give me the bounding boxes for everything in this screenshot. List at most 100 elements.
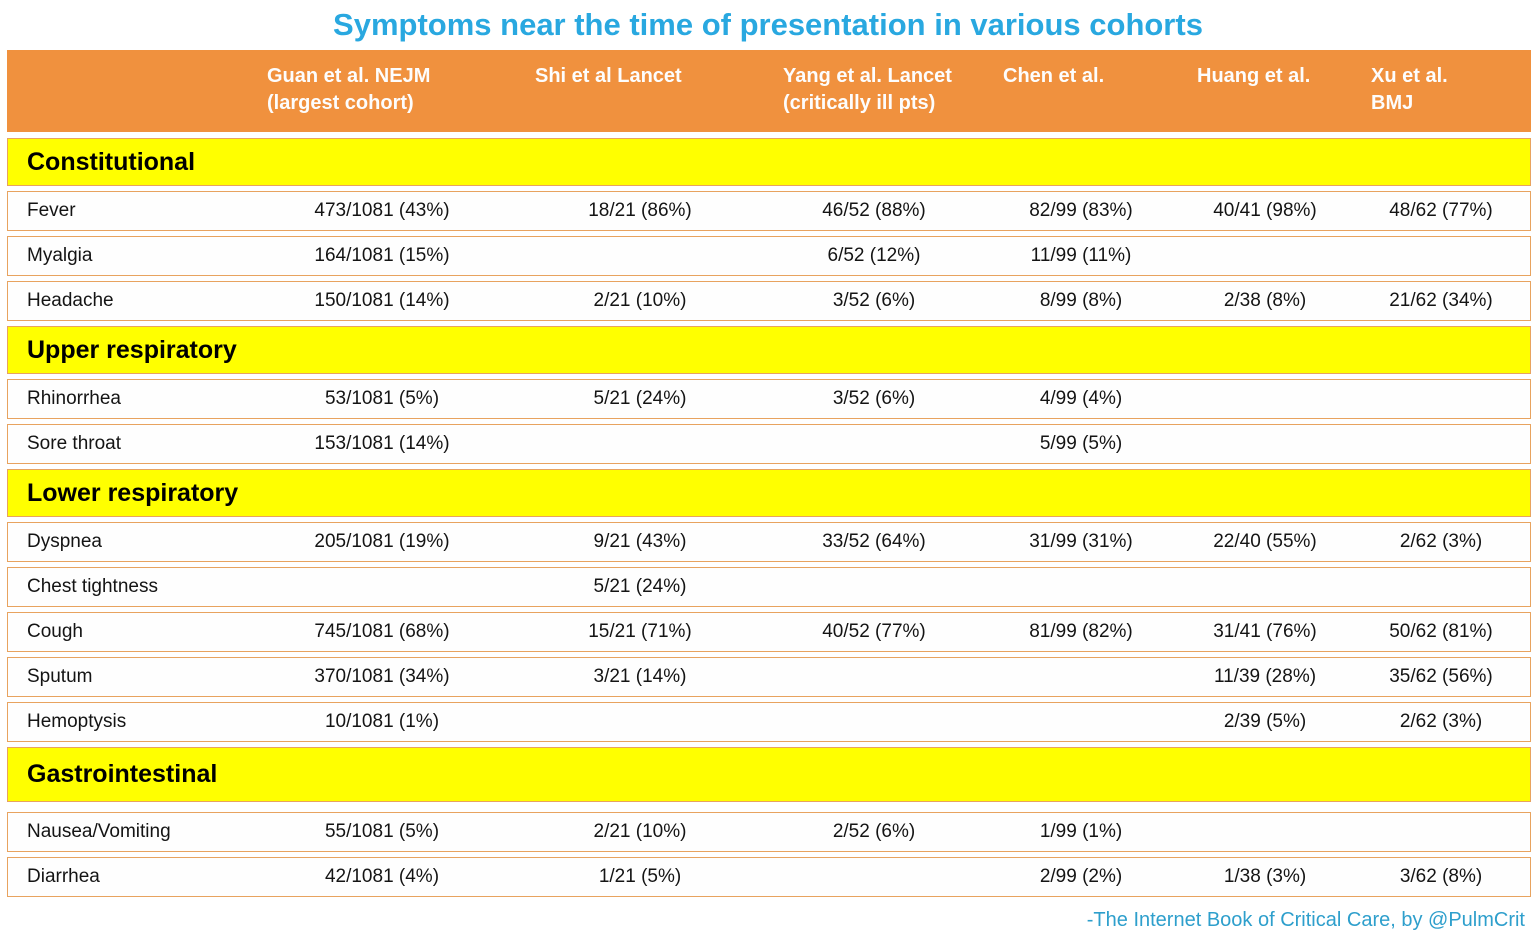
- value-cell: 11/39 (28%): [1213, 666, 1317, 687]
- column-header-shi: Shi et al Lancet: [515, 50, 763, 132]
- section-label: Constitutional: [27, 147, 196, 176]
- value-cell: 1/99 (1%): [1039, 821, 1123, 842]
- symptom-label: Rhinorrhea: [27, 388, 121, 409]
- symptom-label: Headache: [27, 290, 114, 311]
- table-row: Rhinorrhea 53/1081 (5%) 5/21 (24%) 3/52 (6%…: [7, 379, 1531, 419]
- symptoms-table-body: Constitutional Fever 473/1081 (43%) 18/21 (…: [7, 138, 1531, 897]
- value-cell: 82/99 (83%): [1029, 200, 1133, 221]
- column-header-sublabel: (critically ill pts): [783, 92, 936, 114]
- symptom-label: Cough: [27, 621, 83, 642]
- footer-credit: -The Internet Book of Critical Care, by …: [1086, 909, 1525, 931]
- section-label: Lower respiratory: [27, 478, 239, 507]
- value-cell: 55/1081 (5%): [324, 821, 440, 842]
- value-cell: 2/62 (3%): [1399, 711, 1483, 732]
- value-cell: 6/52 (12%): [827, 245, 921, 266]
- value-cell: 42/1081 (4%): [324, 866, 440, 887]
- symptom-label: Sputum: [27, 666, 93, 687]
- section-row: Lower respiratory: [7, 469, 1531, 517]
- value-cell: [764, 703, 984, 741]
- symptom-label: Fever: [27, 200, 76, 221]
- symptom-label: Dyspnea: [27, 531, 102, 552]
- column-header-sublabel: BMJ: [1371, 92, 1414, 114]
- table-row: Cough 745/1081 (68%) 15/21 (71%) 40/52 (77%…: [7, 612, 1531, 652]
- column-header-label: Shi et al Lancet: [535, 65, 682, 87]
- value-cell: [1352, 237, 1530, 275]
- value-cell: 2/38 (8%): [1223, 290, 1307, 311]
- table-row: Sputum 370/1081 (34%) 3/21 (14%) 11/39 (28%…: [7, 657, 1531, 697]
- symptom-label: Chest tightness: [27, 576, 158, 597]
- value-cell: 3/21 (14%): [593, 666, 687, 687]
- value-cell: [248, 568, 516, 606]
- value-cell: 164/1081 (15%): [314, 245, 450, 266]
- value-cell: 3/52 (6%): [832, 290, 916, 311]
- value-cell: 33/52 (64%): [822, 531, 926, 552]
- value-cell: 2/62 (3%): [1399, 531, 1483, 552]
- value-cell: [764, 658, 984, 696]
- table-header-row: Guan et al. NEJM (largest cohort) Shi et…: [7, 50, 1531, 132]
- section-row: Gastrointestinal: [7, 747, 1531, 802]
- value-cell: [1178, 237, 1352, 275]
- section-row: Constitutional: [7, 138, 1531, 186]
- column-header-label: Chen et al.: [1003, 65, 1105, 87]
- section-row: Upper respiratory: [7, 326, 1531, 374]
- table-row: Myalgia 164/1081 (15%) 6/52 (12%) 11/99 (11…: [7, 236, 1531, 276]
- value-cell: [516, 237, 764, 275]
- value-cell: 10/1081 (1%): [324, 711, 440, 732]
- value-cell: [1178, 380, 1352, 418]
- value-cell: 5/99 (5%): [1039, 433, 1123, 454]
- value-cell: 150/1081 (14%): [314, 290, 450, 311]
- value-cell: [516, 425, 764, 463]
- value-cell: 21/62 (34%): [1389, 290, 1493, 311]
- value-cell: 22/40 (55%): [1213, 531, 1317, 552]
- value-cell: 31/41 (76%): [1213, 621, 1317, 642]
- page-title: Symptoms near the time of presentation i…: [333, 7, 1203, 42]
- value-cell: 473/1081 (43%): [314, 200, 450, 221]
- column-header-sublabel: (largest cohort): [267, 92, 414, 114]
- value-cell: 46/52 (88%): [822, 200, 926, 221]
- value-cell: [984, 568, 1178, 606]
- column-header-label: Xu et al.: [1371, 65, 1448, 87]
- table-row: Nausea/Vomiting 55/1081 (5%) 2/21 (10%) 2/5…: [7, 812, 1531, 852]
- column-header-yang: Yang et al. Lancet (critically ill pts): [763, 50, 983, 132]
- value-cell: 31/99 (31%): [1029, 531, 1133, 552]
- table-row: Diarrhea 42/1081 (4%) 1/21 (5%) 2/99 (2%) 1/…: [7, 857, 1531, 897]
- value-cell: 3/52 (6%): [832, 388, 916, 409]
- value-cell: 4/99 (4%): [1039, 388, 1123, 409]
- value-cell: 205/1081 (19%): [314, 531, 450, 552]
- value-cell: 15/21 (71%): [588, 621, 692, 642]
- table-row: Hemoptysis 10/1081 (1%) 2/39 (5%) 2/62 (3%): [7, 702, 1531, 742]
- value-cell: 2/39 (5%): [1223, 711, 1307, 732]
- section-label: Gastrointestinal: [27, 760, 218, 788]
- value-cell: [984, 703, 1178, 741]
- column-header-chen: Chen et al.: [983, 50, 1177, 132]
- column-header-symptom: [7, 50, 247, 132]
- value-cell: 2/99 (2%): [1039, 866, 1123, 887]
- symptom-label: Myalgia: [27, 245, 93, 266]
- value-cell: 2/21 (10%): [593, 821, 687, 842]
- value-cell: 40/52 (77%): [822, 621, 926, 642]
- value-cell: [1178, 568, 1352, 606]
- value-cell: 18/21 (86%): [588, 200, 692, 221]
- value-cell: [1178, 425, 1352, 463]
- value-cell: [1352, 813, 1530, 851]
- value-cell: 370/1081 (34%): [314, 666, 450, 687]
- value-cell: [1352, 380, 1530, 418]
- value-cell: [764, 425, 984, 463]
- symptom-label: Sore throat: [27, 433, 121, 454]
- value-cell: 3/62 (8%): [1399, 866, 1483, 887]
- value-cell: 48/62 (77%): [1389, 200, 1493, 221]
- column-header-label: Guan et al. NEJM: [267, 65, 431, 87]
- value-cell: [1178, 813, 1352, 851]
- value-cell: 81/99 (82%): [1029, 621, 1133, 642]
- value-cell: 1/21 (5%): [598, 866, 682, 887]
- value-cell: [984, 658, 1178, 696]
- value-cell: [1352, 425, 1530, 463]
- symptom-label: Diarrhea: [27, 866, 100, 887]
- value-cell: 9/21 (43%): [593, 531, 687, 552]
- value-cell: 8/99 (8%): [1039, 290, 1123, 311]
- value-cell: 11/99 (11%): [1030, 245, 1132, 266]
- section-label: Upper respiratory: [27, 335, 237, 364]
- value-cell: [764, 858, 984, 896]
- table-row: Sore throat 153/1081 (14%) 5/99 (5%): [7, 424, 1531, 464]
- column-header-xu: Xu et al. BMJ: [1351, 50, 1529, 132]
